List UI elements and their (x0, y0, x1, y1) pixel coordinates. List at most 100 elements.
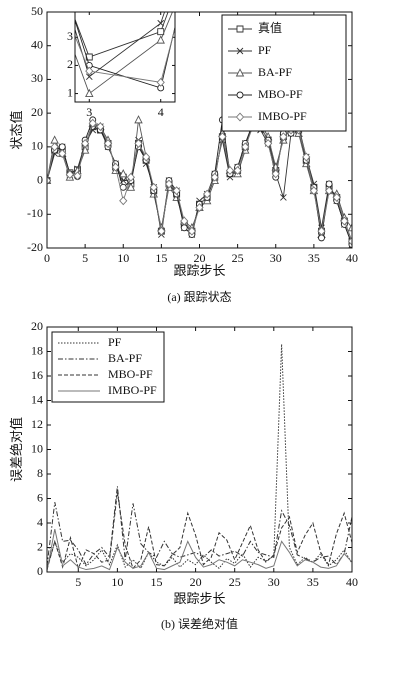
marker (149, 182, 158, 192)
marker (195, 203, 204, 213)
x-tick-label: 20 (190, 575, 202, 589)
legend-label: BA-PF (108, 351, 142, 365)
marker (236, 25, 244, 33)
marker (157, 19, 165, 27)
caption: (a) 跟踪状态 (167, 290, 231, 304)
series-line (75, 12, 165, 78)
legend-box (51, 331, 165, 403)
y-tick-label: 0 (37, 172, 43, 186)
legend-label: PF (258, 43, 272, 57)
marker (126, 172, 135, 182)
series-line (75, 12, 173, 95)
series-line (47, 486, 352, 566)
marker (88, 118, 97, 128)
y-tick-label: 30 (31, 71, 43, 85)
marker (103, 139, 113, 148)
y-tick-label: 14 (31, 392, 43, 406)
marker (180, 216, 189, 226)
marker (340, 216, 349, 226)
x-tick-label: 10 (111, 575, 123, 589)
series-line (75, 12, 169, 58)
marker (280, 194, 287, 201)
marker (218, 132, 227, 142)
marker (142, 152, 151, 162)
series-line (47, 344, 352, 570)
y-tick-label: -20 (27, 240, 43, 254)
marker (210, 172, 219, 182)
y-tick-label: -10 (27, 206, 43, 220)
y-tick-label: 8 (37, 466, 43, 480)
marker (126, 182, 136, 191)
marker (85, 53, 93, 61)
series-line (75, 26, 175, 83)
x-tick-label: 10 (117, 251, 129, 265)
y-tick-label: 0 (37, 564, 43, 578)
marker (172, 186, 181, 196)
marker (309, 186, 318, 196)
marker (203, 189, 212, 199)
legend-label: IMBO-PF (108, 383, 157, 397)
marker (233, 165, 242, 175)
y-tick-label: 3 (67, 29, 73, 43)
marker (134, 139, 143, 148)
marker (119, 183, 127, 191)
marker (225, 165, 235, 175)
y-tick-label: 18 (31, 343, 43, 357)
x-tick-label: 40 (346, 575, 358, 589)
marker (156, 77, 165, 87)
marker (180, 224, 188, 232)
x-tick-label: 0 (44, 251, 50, 265)
marker (317, 226, 326, 236)
x-tick-label: 25 (229, 575, 241, 589)
marker (271, 169, 280, 179)
legend-label: MBO-PF (258, 87, 303, 101)
y-tick-label: 2 (37, 539, 43, 553)
series-line (47, 529, 352, 571)
x-tick-label: 15 (150, 575, 162, 589)
x-tick-label: 15 (155, 251, 167, 265)
marker (119, 169, 128, 178)
x-tick-label: 30 (268, 575, 280, 589)
marker (134, 115, 143, 124)
marker (85, 66, 94, 76)
marker (236, 91, 244, 99)
x-tick-label: 40 (346, 251, 358, 265)
marker (96, 122, 105, 132)
marker (119, 196, 128, 206)
marker (65, 170, 74, 179)
x-axis-label: 跟踪步长 (173, 591, 225, 606)
marker (241, 142, 250, 152)
x-tick-label: 5 (75, 575, 81, 589)
marker (85, 88, 94, 98)
y-tick-label: 2 (67, 57, 73, 71)
marker (58, 143, 66, 151)
marker (50, 142, 59, 152)
legend-label: 真值 (258, 20, 282, 35)
marker (156, 35, 165, 44)
x-tick-label: 4 (158, 105, 164, 119)
legend-label: MBO-PF (108, 367, 153, 381)
marker (302, 152, 311, 162)
plot-frame (46, 326, 353, 573)
y-tick-label: 20 (31, 105, 43, 119)
series-group (47, 115, 352, 248)
x-tick-label: 35 (307, 575, 319, 589)
marker (111, 162, 120, 172)
marker (318, 234, 325, 242)
marker (235, 68, 245, 77)
plot-frame (46, 11, 353, 249)
marker (347, 222, 352, 232)
y-tick-label: 20 (31, 319, 43, 333)
legend-label: IMBO-PF (258, 109, 307, 123)
marker (279, 132, 288, 142)
y-axis-label: 状态值 (9, 110, 24, 149)
y-tick-label: 10 (31, 139, 43, 153)
marker (332, 192, 341, 202)
marker (85, 73, 93, 81)
marker (325, 180, 333, 188)
caption: (b) 误差绝对值 (161, 616, 238, 631)
marker (235, 112, 245, 122)
y-tick-label: 12 (31, 417, 43, 431)
plot-frame (74, 11, 176, 103)
